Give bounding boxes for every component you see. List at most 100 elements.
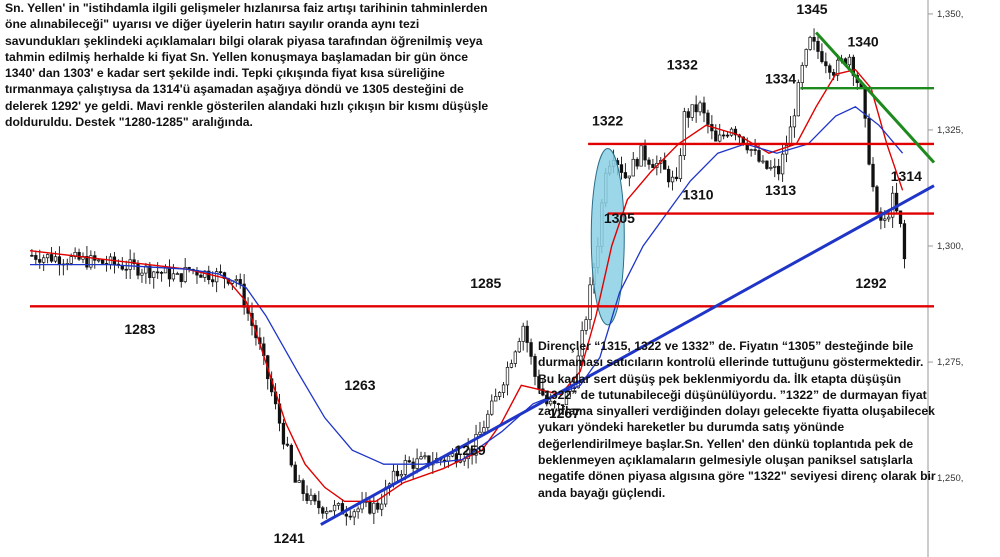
y-tick-label: 1,325, [937, 125, 963, 136]
price-annotation: 1345 [796, 1, 827, 17]
candle-body [549, 400, 553, 405]
candle-body [411, 461, 415, 469]
candle-body [501, 384, 506, 393]
highlight-ellipse [590, 148, 625, 326]
candle-body [482, 427, 486, 433]
candle-body [474, 434, 478, 456]
candle-body [651, 164, 655, 168]
candle-body [336, 503, 341, 506]
candle-body [136, 263, 140, 276]
candle-body [128, 259, 132, 270]
y-tick-label: 1,275, [937, 357, 963, 368]
candle-body [808, 36, 812, 50]
price-annotation: 1310 [682, 187, 713, 203]
candle-body [34, 255, 38, 260]
candle-body [686, 111, 690, 118]
candle-body [419, 456, 423, 460]
candle-body [698, 102, 702, 113]
candle-body [867, 117, 871, 165]
candle-body [356, 508, 360, 513]
price-annotation: 1314 [891, 168, 922, 184]
candle-body [765, 160, 769, 169]
candle-body [328, 510, 333, 513]
candle-body [887, 216, 891, 220]
candle-body [313, 494, 317, 502]
candle-body [152, 271, 156, 278]
candle-body [828, 65, 832, 73]
candle-body [281, 422, 286, 445]
analysis-note-bottom: Dirençler “1315, 1322 ve 1332” de. Fiyat… [538, 339, 936, 500]
candle-body [627, 175, 631, 179]
candle-body [234, 279, 238, 282]
candle-body [525, 325, 529, 343]
y-tick-label: 1,250, [937, 473, 963, 484]
candle-body [321, 507, 325, 514]
candle-body [49, 254, 54, 262]
price-annotation: 1263 [344, 377, 375, 393]
candle-body [391, 470, 396, 485]
candle-body [891, 192, 895, 218]
candle-body [132, 259, 136, 265]
candle-body [309, 494, 313, 501]
candle-body [804, 49, 808, 66]
price-annotation: 1292 [855, 275, 886, 291]
candle-body [757, 150, 761, 162]
candle-body [580, 330, 584, 357]
candle-body [556, 403, 561, 405]
candle-body [332, 504, 337, 512]
candle-body [53, 256, 58, 262]
candle-body [832, 72, 836, 76]
price-annotation: 1332 [667, 57, 698, 73]
candle-body [706, 112, 710, 125]
candle-body [344, 513, 348, 517]
candle-body [800, 65, 804, 83]
candle-body [847, 56, 852, 66]
candle-body [148, 265, 152, 278]
y-tick-label: 1,350, [937, 9, 963, 20]
candle-body [42, 257, 46, 263]
candle-body [478, 431, 482, 435]
price-annotation: 1283 [124, 321, 155, 337]
candle-body [372, 502, 376, 514]
price-annotation: 1313 [765, 182, 796, 198]
candle-body [140, 272, 144, 276]
candle-body [423, 455, 427, 458]
candle-body [45, 254, 50, 259]
candle-body [399, 474, 404, 477]
candle-body [486, 413, 490, 428]
candle-body [541, 388, 545, 396]
candle-body [348, 515, 352, 518]
y-tick-label: 1,300, [937, 241, 963, 252]
candle-body [714, 130, 718, 142]
candle-body [682, 111, 687, 157]
candle-body [631, 158, 635, 177]
candle-body [777, 165, 781, 175]
candle-body [623, 172, 628, 179]
candle-body [450, 453, 455, 457]
candle-body [183, 267, 187, 282]
candle-body [301, 480, 305, 495]
analysis-note-top: Sn. Yellen' in "istihdamla ilgili gelişm… [5, 1, 489, 130]
price-annotation: 1259 [454, 442, 485, 458]
candle-body [38, 259, 42, 263]
candle-body [761, 160, 765, 163]
candle-body [749, 149, 753, 151]
candle-body [218, 271, 223, 273]
candle-body [694, 104, 698, 113]
candle-body [380, 503, 384, 510]
candle-body [902, 223, 907, 260]
candle-body [144, 265, 148, 274]
candle-body [753, 149, 757, 151]
price-annotation: 1267 [549, 405, 580, 421]
candle-body [769, 167, 773, 169]
price-annotation: 1322 [592, 112, 623, 128]
candle-body [521, 325, 525, 342]
candle-body [352, 511, 356, 518]
candle-body [678, 155, 683, 180]
candle-body [513, 351, 517, 364]
candle-body [199, 274, 203, 278]
candle-body [175, 273, 179, 275]
candle-body [211, 279, 215, 283]
candle-body [30, 254, 34, 257]
